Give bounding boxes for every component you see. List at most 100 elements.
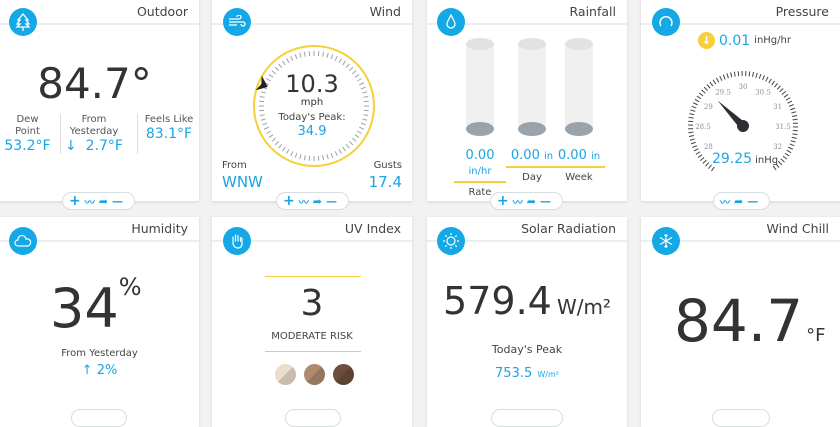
tick (777, 86, 780, 90)
remove-button[interactable]: — (747, 195, 758, 208)
pressure-unit: inHg (755, 155, 778, 166)
scale-label: 28 (704, 143, 713, 151)
label: Today's Peak (427, 343, 627, 356)
scale-label: 29.5 (715, 88, 731, 96)
tick (781, 159, 785, 162)
label: Gusts (374, 160, 402, 171)
label: Feels Like (140, 114, 198, 126)
scale-label: 29 (704, 103, 713, 111)
card-title: UV Index (345, 221, 401, 236)
tick (792, 137, 797, 138)
wind-speed: 10.3 (212, 70, 412, 98)
rain-tube (565, 44, 593, 129)
add-button[interactable]: + (69, 193, 81, 209)
scale-label: 31.5 (775, 123, 791, 131)
rain-unit: in/hr (469, 166, 492, 177)
label: From (222, 160, 247, 171)
humidity-value: 34 (50, 277, 119, 340)
tick (774, 83, 777, 87)
add-button[interactable]: + (497, 193, 509, 209)
chart-button[interactable]: 〰 (513, 194, 523, 209)
wind-gusts: 17.4 (369, 173, 402, 191)
tick (692, 146, 697, 148)
tick (689, 114, 694, 115)
wind-peak: 34.9 (212, 124, 412, 139)
tick (343, 147, 346, 151)
tick (759, 74, 761, 79)
card-toolbar: + 〰 ➦ — (490, 192, 563, 210)
tick (323, 155, 324, 160)
card-toolbar (285, 409, 341, 427)
solar-card: Solar Radiation 579.4 W/m² Today's Peak … (427, 217, 627, 427)
tick (282, 61, 285, 65)
chart-button[interactable]: 〰 (720, 194, 730, 209)
share-button[interactable]: ➦ (734, 195, 743, 208)
tick (792, 134, 797, 135)
scale-label: 30.5 (755, 88, 771, 96)
tick (782, 91, 786, 94)
tick (788, 147, 793, 149)
card-title: Humidity (131, 221, 188, 236)
tick (698, 155, 702, 158)
add-button[interactable]: + (283, 193, 295, 209)
tick (295, 54, 297, 59)
windchill-unit: °F (806, 325, 825, 346)
tick (790, 144, 795, 146)
tick (697, 96, 701, 99)
tube-bottom (565, 122, 593, 136)
tick (705, 163, 708, 167)
tube-top (466, 38, 494, 50)
tick (790, 108, 795, 110)
tick (327, 154, 328, 159)
uv-value: 3 (212, 283, 412, 324)
tick (700, 157, 704, 160)
tick (335, 151, 337, 156)
card-toolbar: 〰 ➦ — (713, 192, 770, 210)
tick (323, 52, 324, 57)
tick (766, 77, 768, 81)
uv-risk: MODERATE RISK (212, 331, 412, 342)
tick (711, 167, 714, 171)
dew-point-value: 53.2°F (0, 140, 55, 152)
pressure-value: 29.25 (712, 151, 752, 167)
chart-button[interactable]: 〰 (299, 194, 309, 209)
share-button[interactable]: ➦ (99, 195, 108, 208)
tube-top (565, 38, 593, 50)
tick (690, 110, 695, 111)
tick (786, 98, 790, 101)
tick (723, 75, 725, 80)
chart-button[interactable]: 〰 (85, 194, 95, 209)
tick (699, 93, 703, 96)
card-title: Wind (370, 4, 401, 19)
rain-tube (466, 44, 494, 129)
tick (784, 94, 788, 97)
from-yesterday-value: 2.7°F (86, 138, 123, 154)
tick (763, 75, 765, 80)
skin-tone-swatch (275, 364, 296, 385)
tick (689, 117, 694, 118)
tick (694, 149, 698, 151)
tick (291, 56, 293, 61)
remove-button[interactable]: — (112, 195, 123, 208)
tree-icon (9, 8, 37, 36)
label: Dew (0, 114, 55, 126)
share-button[interactable]: ➦ (527, 195, 536, 208)
tick (713, 80, 716, 84)
tick (331, 54, 333, 59)
label: From (62, 114, 126, 126)
windchill-value: 84.7 (674, 287, 803, 355)
tick (695, 99, 699, 101)
rain-value: 0.00 (466, 148, 495, 163)
tick (689, 136, 694, 137)
tick (701, 90, 705, 93)
remove-button[interactable]: — (326, 195, 337, 208)
rain-unit: in (591, 151, 600, 162)
remove-button[interactable]: — (540, 195, 551, 208)
share-button[interactable]: ➦ (313, 195, 322, 208)
card-toolbar (712, 409, 770, 427)
tick (349, 141, 353, 145)
tick (704, 87, 708, 91)
